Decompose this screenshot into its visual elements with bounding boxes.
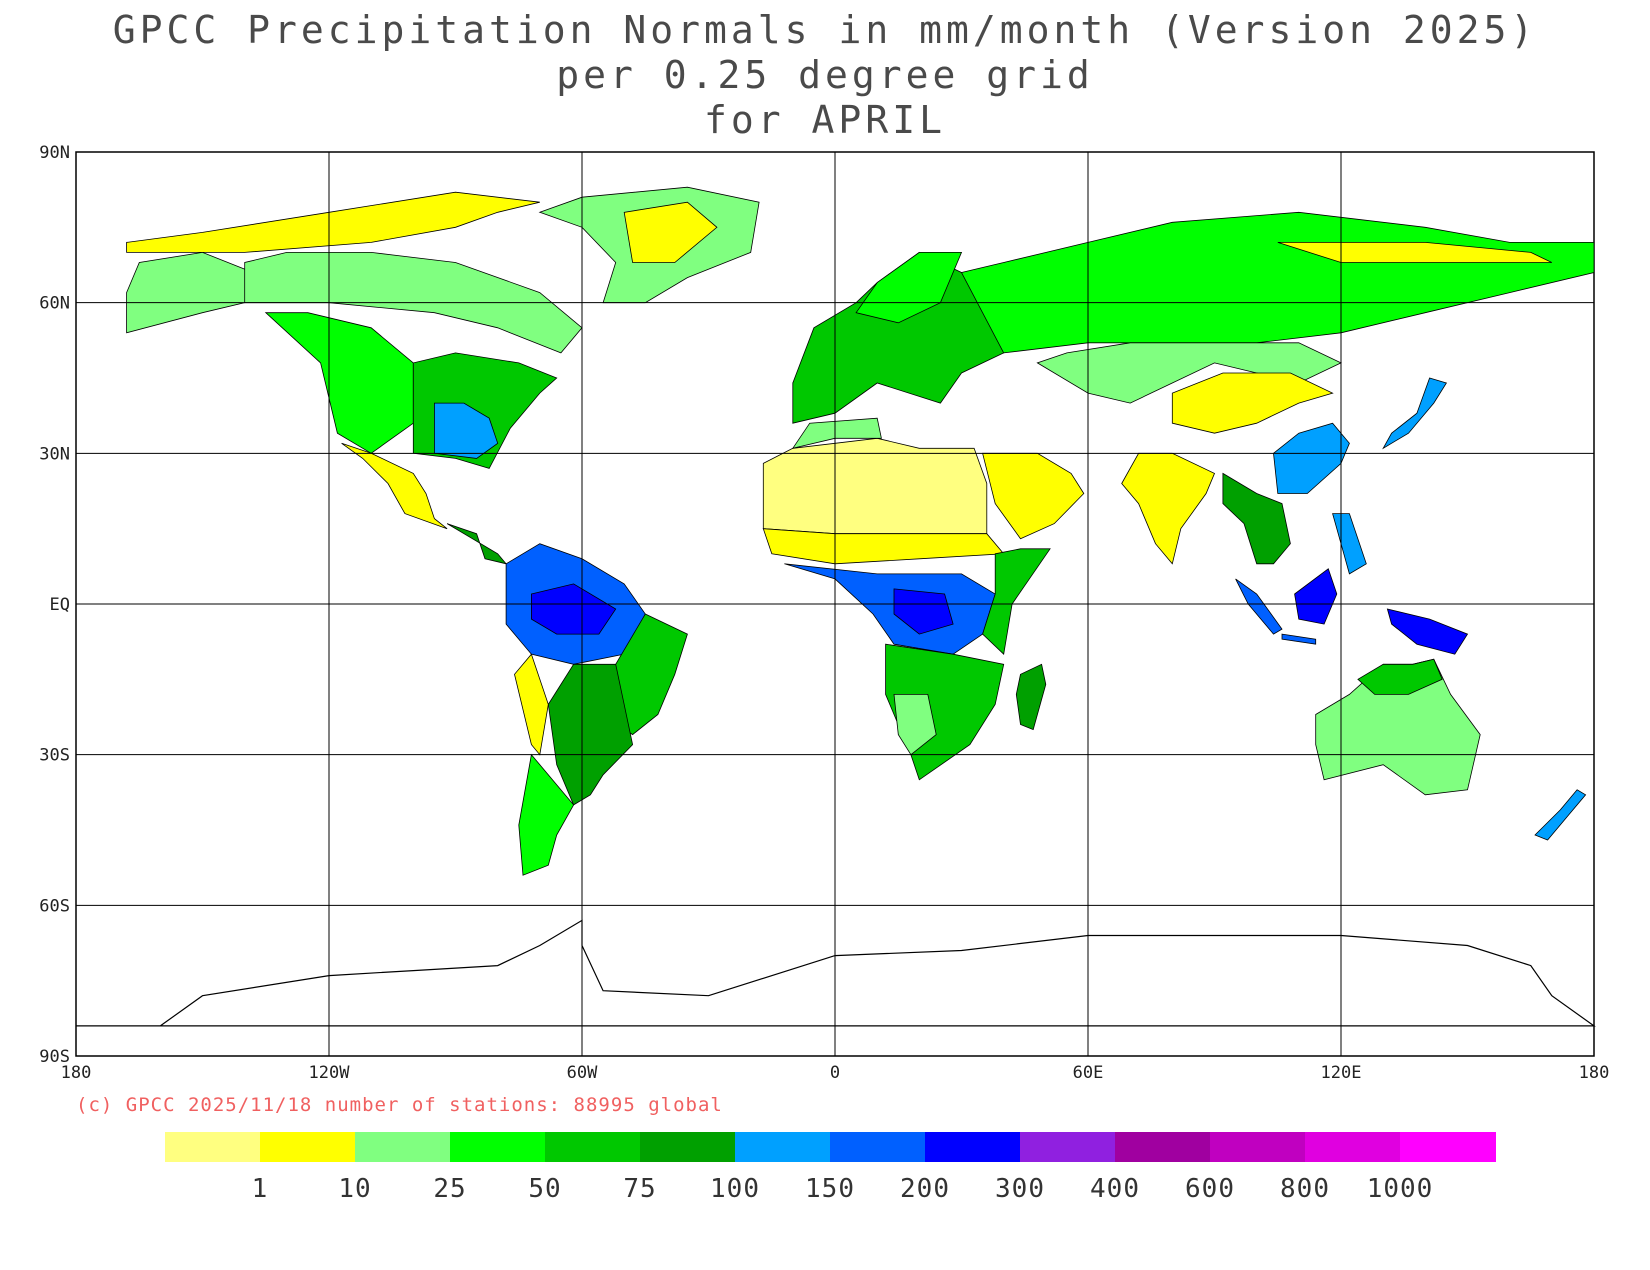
legend-label: 1 [251, 1174, 269, 1204]
region-atacama [514, 653, 549, 756]
region-antarctica-outline [76, 919, 1596, 1027]
legend-label: 75 [623, 1174, 657, 1204]
region-alaska [126, 251, 254, 334]
legend-swatch [735, 1132, 831, 1162]
legend-label: 150 [805, 1174, 855, 1204]
legend-swatch [165, 1132, 261, 1162]
legend-label: 1000 [1366, 1174, 1434, 1204]
legend-swatch [830, 1132, 926, 1162]
region-scandinavia [855, 251, 963, 324]
region-greenland-interior [623, 201, 718, 263]
lat-tick-label: 60S [39, 896, 70, 916]
legend-label: 400 [1090, 1174, 1140, 1204]
precipitation-regions [76, 186, 1596, 1027]
lat-tick-label: 90S [39, 1047, 70, 1067]
legend-swatch [925, 1132, 1021, 1162]
legend-swatch [1115, 1132, 1211, 1162]
region-new-guinea [1386, 608, 1469, 655]
lon-tick-label: 120E [1321, 1063, 1362, 1083]
region-borneo [1294, 568, 1338, 625]
legend-label: 300 [995, 1174, 1045, 1204]
legend-label: 25 [433, 1174, 467, 1204]
chart-title: GPCC Precipitation Normals in mm/month (… [112, 8, 1538, 52]
legend-swatch [640, 1132, 736, 1162]
region-kalahari [893, 694, 937, 756]
legend-label: 50 [528, 1174, 562, 1204]
legend-label: 800 [1280, 1174, 1330, 1204]
lat-tick-label: EQ [50, 595, 70, 615]
map-gridlines [76, 152, 1594, 1056]
legend-swatch [1020, 1132, 1116, 1162]
lon-tick-label: 60W [567, 1063, 598, 1083]
region-sumatra [1235, 578, 1283, 635]
legend-swatch [260, 1132, 356, 1162]
region-gobi-tibet [1171, 372, 1334, 434]
chart-month-label: for APRIL [704, 98, 946, 142]
legend-label: 200 [900, 1174, 950, 1204]
lat-tick-label: 30S [39, 746, 70, 766]
lon-tick-label: 180 [61, 1063, 92, 1083]
lat-tick-label: 60N [39, 294, 70, 314]
region-central-africa [784, 563, 996, 655]
region-amazon-core [531, 583, 617, 635]
region-north-africa-coast [791, 417, 882, 449]
latitude-labels: 90N 60N 30N EQ 30S 60S 90S [39, 143, 70, 1067]
region-east-africa [982, 548, 1051, 656]
region-south-america-south [547, 663, 634, 806]
lat-tick-label: 90N [39, 143, 70, 163]
legend-label: 600 [1185, 1174, 1235, 1204]
legend-swatch [1210, 1132, 1306, 1162]
region-southeast-asia [1222, 472, 1291, 565]
legend-swatch [355, 1132, 451, 1162]
region-arabia [982, 452, 1085, 540]
region-sahara [762, 437, 988, 535]
lon-tick-label: 180 [1579, 1063, 1610, 1083]
color-legend: 1 10 25 50 75 100 150 200 300 400 600 800 1000 [165, 1132, 1496, 1242]
legend-swatch [450, 1132, 546, 1162]
region-mexico [341, 442, 448, 530]
region-australia-north [1357, 658, 1443, 695]
region-new-zealand [1534, 789, 1587, 841]
legend-label: 100 [710, 1174, 760, 1204]
legend-swatch [1305, 1132, 1401, 1162]
legend-swatch [545, 1132, 641, 1162]
longitude-labels: 180 120W 60W 0 60E 120E 180 [61, 1063, 1610, 1083]
region-java [1281, 633, 1317, 645]
region-patagonia [518, 753, 575, 876]
legend-swatch [1400, 1132, 1496, 1162]
region-japan [1382, 377, 1448, 450]
region-madagascar [1015, 663, 1047, 731]
copyright-note: (c) GPCC 2025/11/18 number of stations: … [76, 1094, 723, 1116]
legend-label: 10 [338, 1174, 372, 1204]
lon-tick-label: 60E [1073, 1063, 1104, 1083]
lat-tick-label: 30N [39, 444, 70, 464]
lon-tick-label: 120W [309, 1063, 351, 1083]
chart-subtitle: per 0.25 degree grid [556, 53, 1094, 97]
lon-tick-label: 0 [830, 1063, 840, 1083]
region-congo-core [893, 588, 954, 635]
